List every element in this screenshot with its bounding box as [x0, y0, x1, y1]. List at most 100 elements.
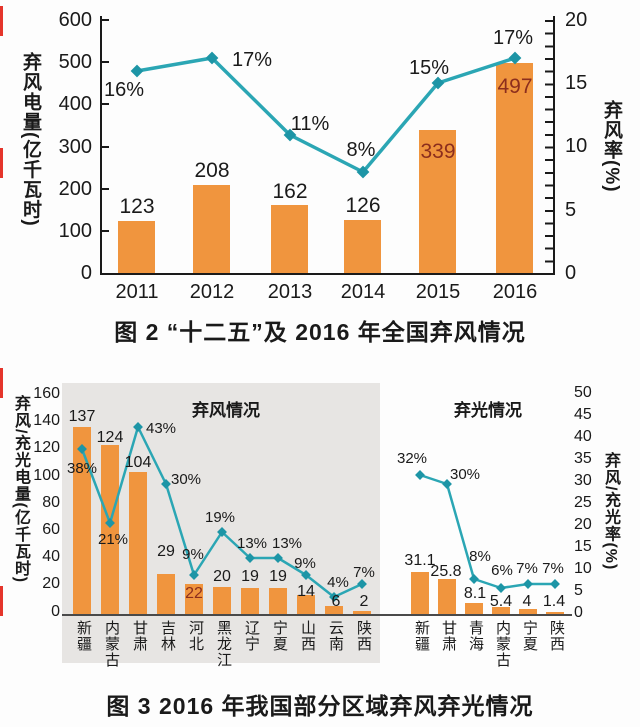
- fig3-y-right-tick: 30: [574, 472, 592, 489]
- fig2-y-left-tick: 200: [58, 178, 92, 200]
- fig3-wind-bar-value: 2: [359, 593, 369, 610]
- fig3-wind-bar-value: 124: [96, 429, 124, 446]
- fig3-wind-x-tick: 云南: [327, 620, 344, 652]
- fig3-x-axis-line: [62, 614, 572, 616]
- left-edge-red-dash: [0, 148, 3, 178]
- fig2-bar-value: 339: [420, 140, 456, 163]
- fig3-y-right-axis-title: 弃风/充光率(%): [602, 452, 619, 571]
- fig2-rate-label: 8%: [346, 139, 376, 161]
- fig3-y-left-tick: 40: [42, 548, 60, 565]
- fig3-y-left-tick: 60: [42, 521, 60, 538]
- fig3-solar-bar: [465, 603, 483, 614]
- fig3-wind-bar: [73, 427, 91, 614]
- fig3-y-right-tick: 15: [574, 538, 592, 555]
- fig3-wind-x-tick: 甘肃: [131, 620, 148, 652]
- fig3-y-left-tick: 160: [33, 385, 60, 402]
- fig2-rate-label: 15%: [408, 57, 450, 79]
- fig3-wind-bar: [241, 588, 259, 614]
- fig3-wind-rate-label: 9%: [182, 546, 204, 563]
- fig2-y-left-tick: 400: [58, 93, 92, 115]
- fig3-solar-bar-value: 5.4: [489, 593, 513, 610]
- fig2-y-left-axis-line: [100, 16, 102, 275]
- fig2-rate-label: 11%: [290, 113, 330, 135]
- fig3-y-right-tick: 35: [574, 450, 592, 467]
- fig3-solar-bar-value: 1.4: [542, 593, 566, 610]
- fig3-caption: 图 3 2016 年我国部分区域弃风弃光情况: [106, 693, 534, 719]
- fig2-bar-2012: [193, 185, 230, 274]
- fig2-caption: 图 2 “十二五”及 2016 年全国弃风情况: [114, 319, 526, 345]
- fig3-solar-bar: [492, 607, 510, 614]
- fig2-x-tick: 2012: [189, 281, 235, 303]
- fig3-y-left-tick: 100: [33, 467, 60, 484]
- fig3-solar-x-tick: 陕西: [548, 620, 565, 652]
- fig3-wind-bar: [353, 611, 371, 614]
- fig2-y-right-tick: 20: [565, 9, 588, 31]
- fig3-y-right-tick: 0: [574, 604, 583, 621]
- fig3-y-left-tick: 120: [33, 439, 60, 456]
- fig3-wind-bar: [325, 606, 343, 614]
- fig2-y-right-minor-ticks: [545, 20, 553, 274]
- fig3-solar-bar-value: 8.1: [463, 585, 487, 602]
- fig3-solar-bar-value: 4: [522, 593, 532, 610]
- fig3-wind-bar-value: 104: [124, 454, 152, 471]
- fig2-bar-value: 162: [272, 180, 308, 203]
- fig3-wind-section-title: 弃风情况: [192, 401, 260, 420]
- fig3-wind-rate-label: 43%: [145, 420, 177, 437]
- fig3-y-left-tick: 140: [33, 412, 60, 429]
- fig3-solar-x-tick: 甘肃: [440, 620, 457, 652]
- fig3-wind-x-tick: 内蒙古: [103, 620, 120, 668]
- fig3-wind-rate-label: 30%: [170, 471, 202, 488]
- fig3-solar-rate-label: 32%: [396, 450, 428, 467]
- fig2-y-left-tick: 0: [80, 262, 92, 284]
- fig3-wind-rate-label: 13%: [271, 535, 303, 552]
- fig2-bar-2011: [118, 221, 155, 274]
- fig3-wind-x-tick: 山西: [299, 620, 316, 652]
- fig3-wind-x-tick: 辽宁: [243, 620, 260, 652]
- fig2-y-right-tick: 5: [565, 199, 577, 221]
- fig3-y-left-tick: 20: [42, 575, 60, 592]
- fig3-solar-bar-value: 25.8: [430, 563, 462, 580]
- fig2-bar-value: 126: [345, 194, 381, 217]
- fig2-tick: [102, 230, 109, 232]
- fig2-x-tick: 2013: [267, 281, 313, 303]
- fig2-bar-value: 123: [119, 195, 155, 218]
- fig2-y-left-axis-title: 弃风电量(亿千瓦时): [20, 52, 41, 227]
- fig3-y-right-tick: 20: [574, 516, 592, 533]
- fig2-tick: [102, 146, 109, 148]
- fig3-wind-x-tick: 陕西: [355, 620, 372, 652]
- fig3-wind-rate-label: 21%: [97, 531, 129, 548]
- fig3-wind-x-tick: 黑龙江: [215, 620, 232, 668]
- fig2-rate-label: 17%: [492, 27, 534, 49]
- fig2-bar-value: 208: [194, 159, 230, 182]
- fig2-x-tick: 2014: [340, 281, 386, 303]
- fig3-wind-rate-label: 38%: [66, 460, 98, 477]
- fig2-tick: [102, 188, 109, 190]
- fig2-y-right-tick: 0: [565, 262, 577, 284]
- left-edge-red-dash: [0, 6, 3, 36]
- fig2-x-tick: 2015: [415, 281, 461, 303]
- fig3-solar-x-tick: 内蒙古: [494, 620, 511, 668]
- fig3-y-right-tick: 10: [574, 560, 592, 577]
- fig3-wind-x-tick: 吉林: [159, 620, 176, 652]
- fig3-y-right-tick: 45: [574, 406, 592, 423]
- fig2-y-right-axis-line: [553, 16, 555, 275]
- fig3-wind-rate-label: 9%: [294, 555, 316, 572]
- fig2-tick: [102, 19, 109, 21]
- fig3-solar-bar: [546, 612, 564, 614]
- fig2-y-left-tick: 600: [58, 9, 92, 31]
- fig2-y-left-tick: 100: [58, 220, 92, 242]
- fig2-y-right-tick: 10: [565, 135, 588, 157]
- fig2-x-tick: 2016: [492, 281, 538, 303]
- fig3-y-right-tick: 5: [574, 582, 583, 599]
- fig2-bar-value: 497: [497, 75, 533, 98]
- fig3-y-left-axis-title: 弃风/充光电量(亿千瓦时): [12, 395, 29, 584]
- fig3-wind-x-tick: 河北: [187, 620, 204, 652]
- fig2-x-axis-line: [100, 273, 555, 275]
- fig2-y-right-tick: 15: [565, 72, 588, 94]
- fig3-solar-section-title: 弃光情况: [454, 401, 522, 420]
- fig3-solar-x-tick: 宁夏: [521, 620, 538, 652]
- left-edge-red-dash: [0, 586, 3, 616]
- fig2-y-left-tick: 300: [58, 136, 92, 158]
- fig3-solar-rate-label: 30%: [449, 466, 481, 483]
